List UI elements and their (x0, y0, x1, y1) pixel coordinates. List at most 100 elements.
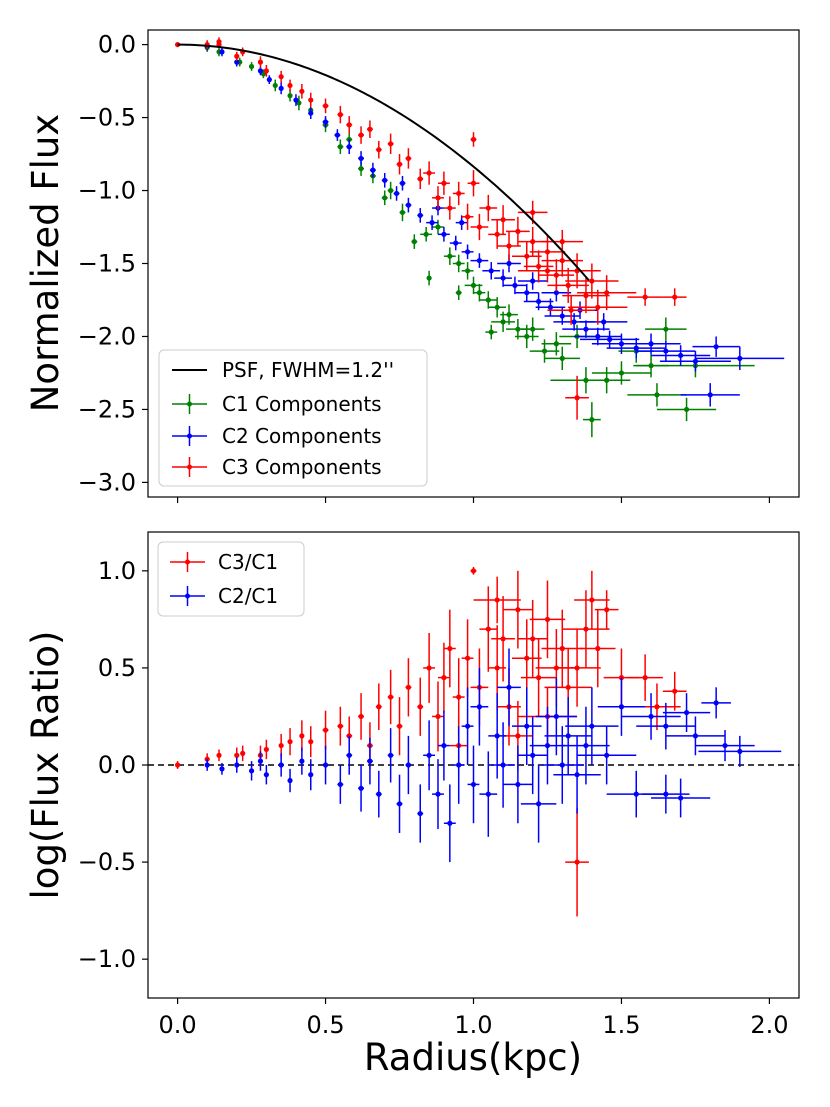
c1-point (426, 270, 432, 286)
c2c1-point (204, 759, 210, 771)
c2-point (695, 346, 785, 371)
c3c1-point (553, 629, 601, 707)
c2c1-point (701, 687, 731, 719)
c2-point (393, 186, 400, 201)
c2c1-point (248, 761, 255, 781)
c3-point (396, 154, 403, 175)
legend-c2c1-label: C2/C1 (218, 584, 278, 608)
c3c1-point (337, 706, 344, 746)
c2c1-point (511, 687, 542, 765)
legend-c1-label: C1 Components (222, 392, 382, 416)
c2-point (405, 197, 412, 213)
top-y-tick-label: −1.0 (78, 177, 136, 205)
c3-point (405, 148, 412, 169)
c1-point (544, 346, 581, 371)
c2-point (334, 129, 341, 141)
c2c1-point (597, 677, 646, 736)
c3-point (299, 83, 305, 99)
c3-point (467, 170, 480, 197)
c3-point (358, 126, 365, 144)
c2-point (692, 336, 740, 357)
c3-point (470, 213, 489, 241)
c3-point (417, 168, 424, 190)
psf-curve (177, 43, 590, 282)
c3-point (565, 375, 589, 420)
c3c1-point (594, 590, 619, 630)
c2c1-point (491, 722, 515, 808)
c3-point (257, 56, 264, 68)
c2c1-point (621, 693, 681, 740)
c2c1-point (517, 716, 548, 795)
c3-point (517, 259, 578, 283)
c1-series (204, 43, 755, 438)
c3-point (443, 196, 456, 220)
c2-point (437, 227, 450, 242)
c2c1-point (308, 759, 314, 791)
c2-point (482, 262, 501, 280)
top-x-ticks (176, 497, 771, 503)
c2c1-point (562, 706, 610, 785)
c2-point (278, 82, 284, 95)
c3c1-point (580, 609, 616, 688)
c3-point (366, 120, 373, 138)
top-y-axis-title: Normalized Flux (24, 114, 67, 413)
c2c1-point (346, 735, 353, 775)
legend-c3c1-marker (170, 552, 205, 572)
c2c1-point (423, 720, 436, 791)
c3-point (470, 132, 477, 147)
c3-point (375, 140, 382, 159)
c1-point (387, 181, 394, 200)
c3c1-point (627, 654, 663, 701)
top-data-layer (174, 37, 785, 438)
c2-point (606, 337, 666, 359)
c2c1-point (479, 751, 498, 837)
c1-point (337, 139, 344, 155)
c2c1-point (565, 687, 619, 765)
c1-point (656, 397, 717, 422)
c2c1-point (432, 759, 444, 830)
c1-point (541, 332, 572, 356)
legend-c1-marker (172, 394, 207, 414)
bottom-y-tick-label: 1.0 (98, 557, 136, 585)
c3c1-point (387, 669, 394, 725)
c2-point (381, 173, 388, 188)
c2-point (517, 272, 548, 290)
c3-point (322, 98, 329, 114)
c2-point (636, 340, 696, 362)
c2-point (455, 215, 468, 230)
c2-point (461, 244, 474, 260)
top-y-tick-label: −2.5 (78, 395, 136, 423)
x-tick-label: 0.5 (306, 1011, 344, 1039)
c2-point (358, 151, 365, 166)
c3-point (497, 231, 521, 261)
c2c1-point (437, 710, 450, 781)
c1-point (464, 276, 483, 295)
c1-point (248, 62, 255, 71)
c2c1-point (452, 726, 465, 804)
c2-point (562, 320, 610, 338)
bottom-y-tick-label: −1.0 (78, 945, 136, 973)
c2c1-point (375, 770, 382, 818)
legend-c2c1-marker (170, 586, 205, 606)
c2c1-point (544, 697, 592, 775)
c1-point (485, 324, 498, 340)
x-tick-label: 1.5 (602, 1011, 640, 1039)
c3c1-point (511, 619, 542, 698)
c2c1-point (651, 778, 711, 818)
c3-point (346, 116, 353, 134)
c2c1-point (234, 757, 240, 773)
c1-point (452, 254, 465, 273)
c2c1-point (299, 747, 305, 775)
c2-point (346, 139, 353, 155)
x-axis-title: Radius(kpc) (364, 1036, 582, 1079)
c3c1-series (174, 566, 687, 917)
c2c1-point (337, 765, 344, 804)
c2-point (470, 253, 489, 268)
bottom-y-axis-title: log(Flux Ratio) (24, 631, 67, 900)
c2-point (580, 313, 628, 331)
c2c1-point (520, 765, 557, 843)
c3-point (263, 65, 269, 77)
c2c1-point (695, 730, 755, 762)
bottom-panel: 0.0 0.5 1.0 1.5 2.0 1.0 0.5 0.0 −0.5 −1.0 log(Fl… (24, 531, 800, 1079)
c3-point (547, 295, 595, 325)
